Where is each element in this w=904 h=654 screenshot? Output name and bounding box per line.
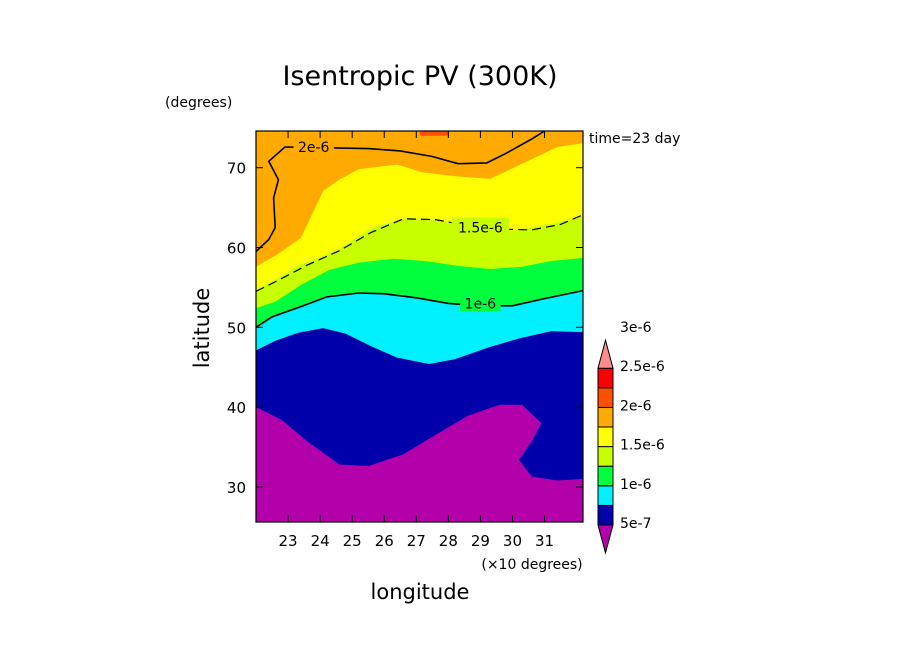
time-label: time=23 day xyxy=(589,131,680,147)
x-tick-label-8: 31 xyxy=(535,532,554,550)
colorbar-label-5: 3e-6 xyxy=(620,320,652,336)
colorbar-label-2: 1.5e-6 xyxy=(620,438,665,454)
y-tick-label-1: 40 xyxy=(227,399,246,417)
x-units-label: (×10 degrees) xyxy=(481,557,582,573)
x-tick-label-4: 27 xyxy=(407,532,426,550)
contour-line-2 xyxy=(255,289,584,328)
contour-label-2: 1e-6 xyxy=(465,296,497,312)
plot-border xyxy=(255,130,584,523)
plot-frame xyxy=(255,130,584,523)
contour-label-0: 2e-6 xyxy=(298,140,330,156)
colorbar-segment-4 xyxy=(597,446,614,467)
y-axis-label: latitude xyxy=(190,288,214,369)
y-tick-label-3: 60 xyxy=(227,240,246,258)
contour-label-bg-2 xyxy=(460,293,501,312)
colorbar-label-3: 2e-6 xyxy=(620,398,652,414)
y-tick-label-4: 70 xyxy=(227,160,246,178)
x-tick-label-1: 24 xyxy=(311,532,330,550)
colorbar-segment-7 xyxy=(597,387,614,408)
y-units-label: (degrees) xyxy=(165,95,232,111)
colorbar-label-1: 1e-6 xyxy=(620,477,652,493)
y-tick-label-2: 50 xyxy=(227,319,246,337)
contour-line-0 xyxy=(255,130,545,253)
colorbar-label-0: 5e-7 xyxy=(620,516,651,532)
colorbar-segment-6 xyxy=(597,406,614,428)
colorbar-extend-high xyxy=(597,338,614,369)
x-axis-label: longitude xyxy=(371,580,470,604)
x-tick-label-2: 25 xyxy=(343,532,362,550)
filled-contour-bands xyxy=(256,131,583,522)
contour-label-bg-1 xyxy=(451,217,510,236)
contour-label-bg-0 xyxy=(293,136,334,155)
contour-band-top-patch xyxy=(419,131,449,136)
x-tick-label-6: 29 xyxy=(471,532,490,550)
x-tick-label-3: 26 xyxy=(375,532,394,550)
x-tick-label-7: 30 xyxy=(503,532,522,550)
y-tick-label-0: 30 xyxy=(227,479,246,497)
contour-label-1: 1.5e-6 xyxy=(458,221,503,237)
contour-line-1 xyxy=(255,214,584,292)
axis-ticks: 23 24 25 26 27 28 29 30 31 30 40 50 60 70 xyxy=(227,131,583,550)
contour-lines: 2e-6 1.5e-6 1e-6 xyxy=(255,130,584,328)
colorbar-segment-1 xyxy=(597,504,614,526)
chart-title: Isentropic PV (300K) xyxy=(282,61,557,92)
x-tick-label-0: 23 xyxy=(279,532,298,550)
colorbar-segment-5 xyxy=(597,426,614,448)
colorbar-segment-8 xyxy=(597,367,614,389)
x-tick-label-5: 28 xyxy=(439,532,458,550)
colorbar-label-4: 2.5e-6 xyxy=(620,359,665,375)
colorbar-segment-2 xyxy=(597,485,614,506)
colorbar: 5e-7 1e-6 1.5e-6 2e-6 2.5e-6 3e-6 xyxy=(597,320,665,555)
colorbar-extend-low xyxy=(597,524,614,555)
contour-band-6 xyxy=(256,131,583,267)
colorbar-segment-3 xyxy=(597,465,614,487)
